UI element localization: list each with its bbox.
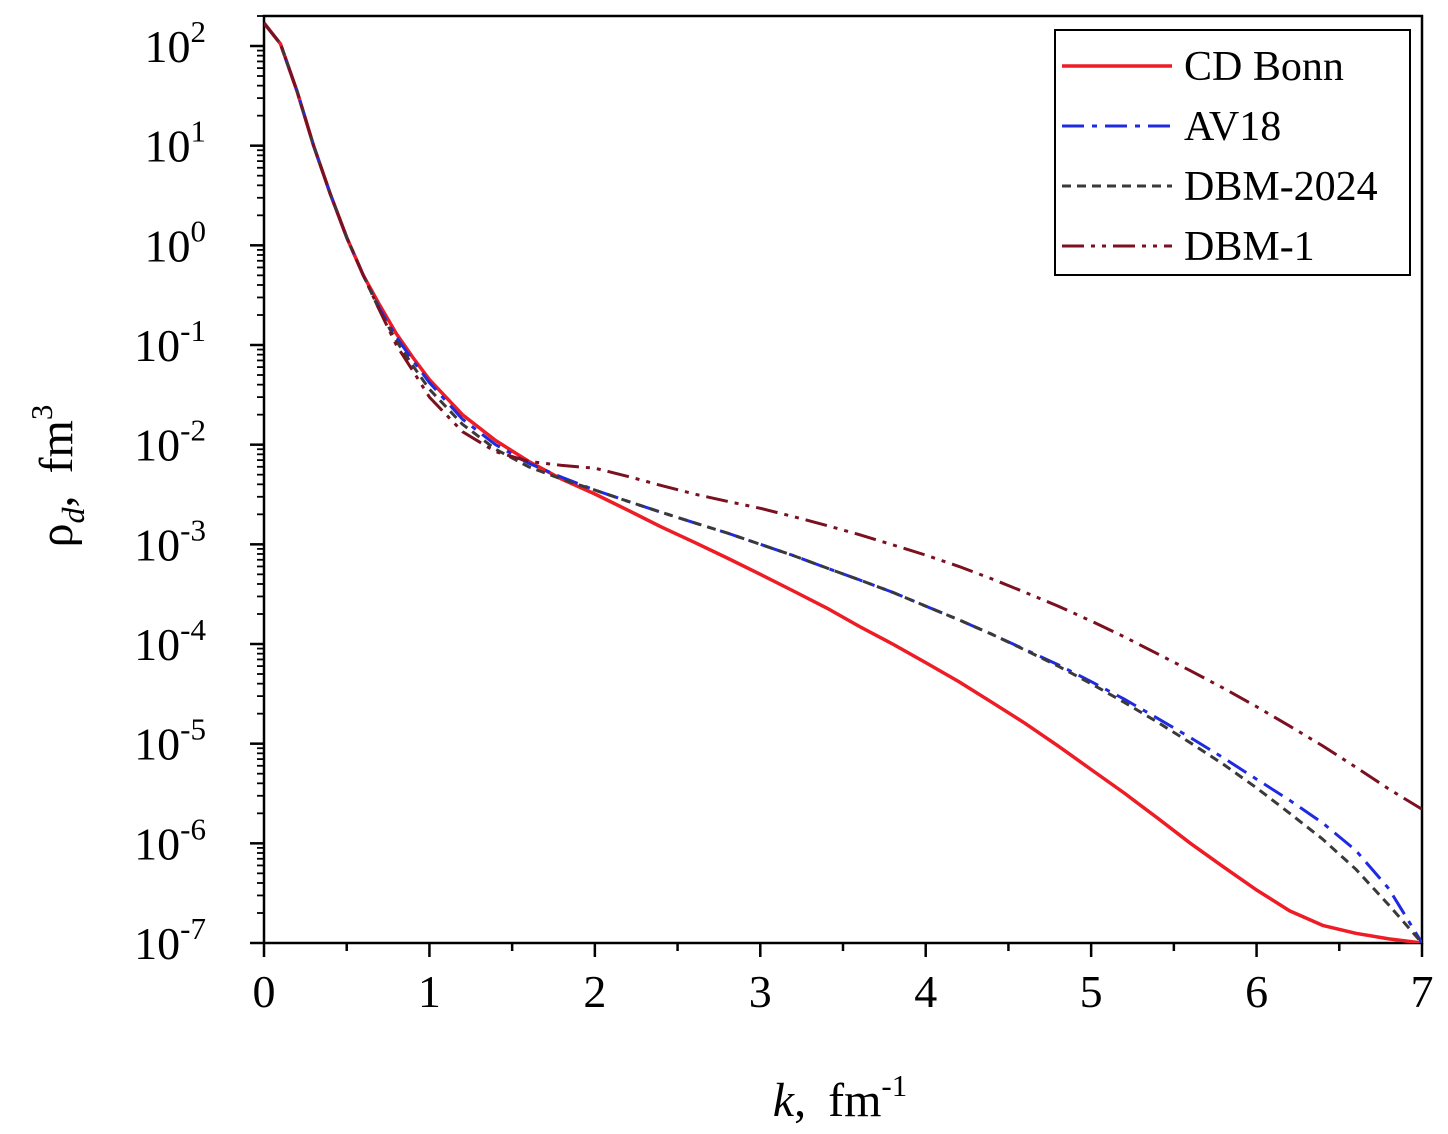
y-tick-label: 10-6 (134, 811, 206, 869)
y-tick-label: 102 (145, 14, 207, 72)
legend-label: CD Bonn (1184, 44, 1344, 90)
y-tick-label: 10-3 (134, 512, 206, 570)
x-tick-label: 2 (583, 966, 606, 1017)
y-tick-label: 100 (145, 213, 207, 271)
x-axis-title: k, fm-1 (773, 1068, 907, 1127)
x-tick-label: 6 (1245, 966, 1268, 1017)
series-layer (264, 21, 1422, 943)
y-axis-title: ρd, fm3 (24, 405, 91, 548)
x-axis-title-unit: fm (828, 1074, 881, 1127)
y-tick-label: 10-4 (134, 612, 206, 670)
x-axis-ticks: 0 1 2 3 4 5 6 7 (253, 943, 1434, 1017)
x-tick-label: 0 (253, 966, 276, 1017)
y-axis-title-unit: fm (30, 420, 83, 473)
x-tick-label: 1 (418, 966, 441, 1017)
y-tick-label: 10-5 (134, 712, 206, 770)
x-axis-title-separator: , (794, 1074, 806, 1127)
x-tick-label: 4 (914, 966, 937, 1017)
x-tick-label: 5 (1080, 966, 1103, 1017)
y-axis-title-subscript: d (55, 506, 91, 523)
legend-label: DBM-2024 (1184, 164, 1378, 210)
y-axis-title-exponent: 3 (24, 405, 59, 421)
legend-label: DBM-1 (1184, 224, 1315, 270)
y-tick-label: 10-1 (134, 313, 206, 371)
y-axis-title-separator: , (30, 495, 83, 507)
x-axis-title-exponent: -1 (881, 1068, 907, 1103)
legend-items: CD Bonn AV18 DBM-2024 DBM-1 (1062, 44, 1378, 270)
y-tick-label: 101 (145, 114, 207, 172)
y-tick-label: 10-2 (134, 413, 206, 471)
series-line-cd-bonn (264, 21, 1422, 943)
y-axis-ticks: 102 101 100 10-1 10-2 10-3 10-4 10-5 10-6 10-7 (134, 14, 264, 969)
series-line-av18 (264, 22, 1422, 943)
x-tick-label: 7 (1411, 966, 1434, 1017)
series-line-dbm-1 (264, 22, 1422, 811)
legend-label: AV18 (1184, 104, 1281, 150)
x-tick-label: 3 (749, 966, 772, 1017)
x-axis-title-variable: k (773, 1074, 796, 1127)
y-tick-label: 10-7 (134, 911, 206, 969)
series-line-dbm-2024 (264, 22, 1422, 943)
legend-box (1054, 29, 1411, 276)
y-axis-title-variable: ρ (30, 523, 83, 547)
legend: CD Bonn AV18 DBM-2024 DBM-1 (1054, 29, 1411, 276)
